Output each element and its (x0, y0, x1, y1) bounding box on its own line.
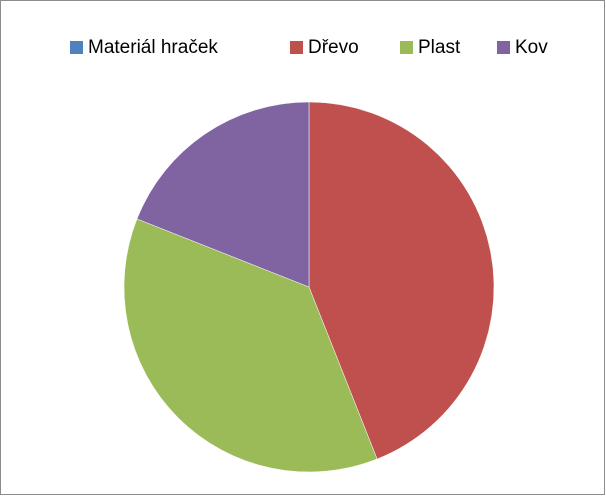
legend-label: Dřevo (308, 37, 359, 58)
pie-slice (308, 101, 495, 460)
pie-slice (123, 218, 378, 473)
legend-swatch (290, 41, 303, 54)
pie-slice (136, 101, 310, 288)
legend-label: Kov (515, 37, 548, 58)
legend-label: Materiál hraček (88, 37, 218, 58)
legend-label: Plast (418, 37, 461, 58)
legend-swatch (497, 41, 510, 54)
legend-swatch (400, 41, 413, 54)
legend-swatch (70, 41, 83, 54)
